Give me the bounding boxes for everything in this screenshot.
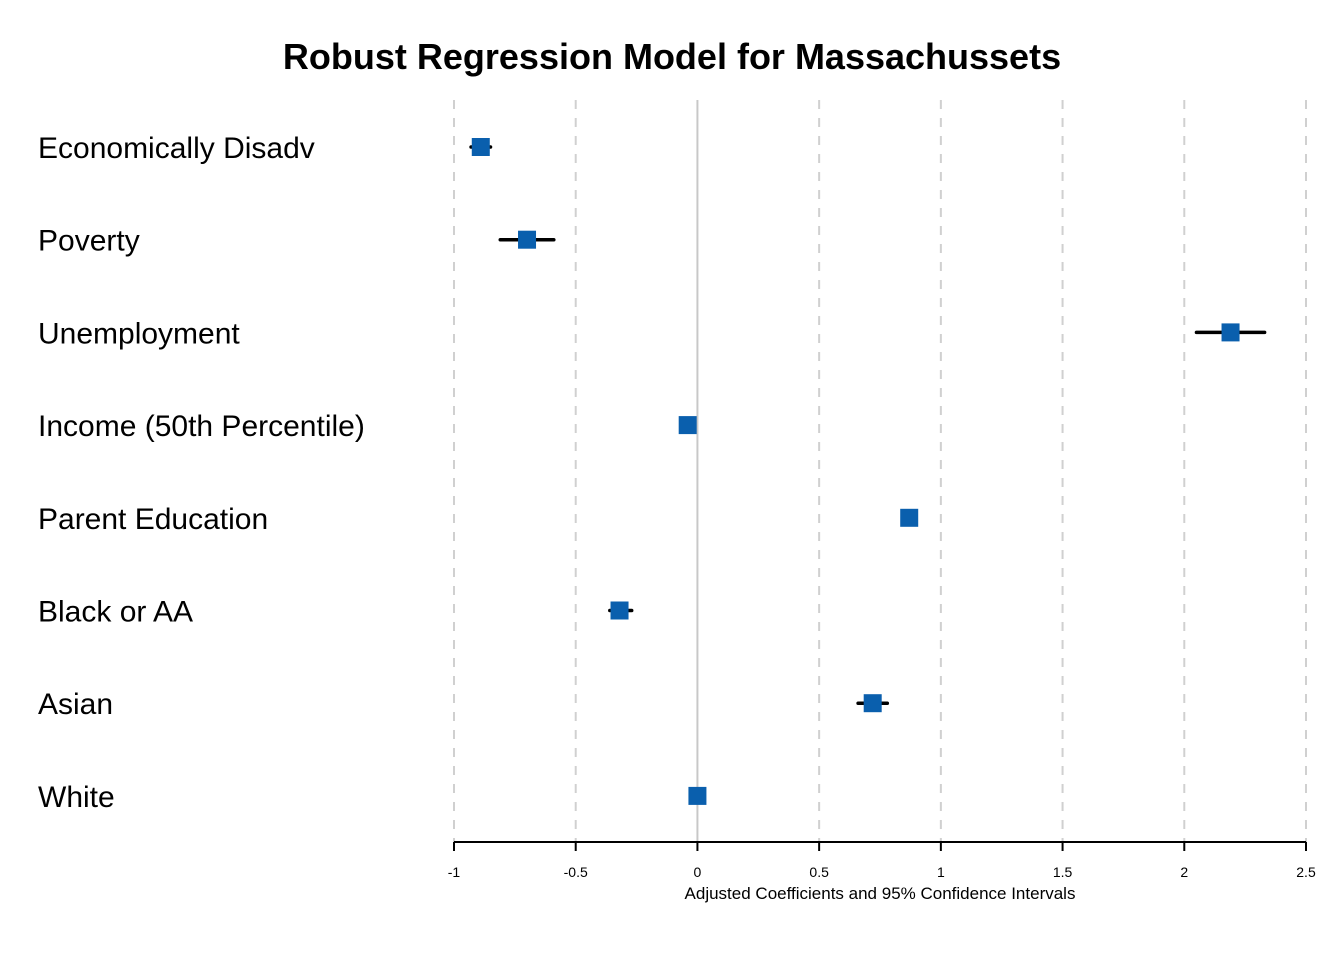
grid-lines: [453, 100, 1307, 842]
category-label: White: [38, 781, 115, 814]
point-estimate: [1221, 323, 1240, 342]
chart-title: Robust Regression Model for Massachusset…: [282, 36, 1062, 77]
category-labels: Economically Disadv Poverty Unemployment In…: [38, 132, 365, 814]
category-label: Asian: [38, 688, 113, 721]
x-tick-label: 2: [1180, 864, 1188, 880]
category-label: Income (50th Percentile): [38, 410, 365, 443]
x-axis-label: Adjusted Coefficients and 95% Confidence…: [685, 884, 1076, 903]
category-label: Unemployment: [38, 317, 240, 350]
point-estimate: [471, 138, 490, 156]
point-estimate: [610, 601, 629, 620]
coefficient-marks: [469, 138, 1267, 805]
x-axis: -1 -0.5 0 0.5 1 1.5 2 2.5: [448, 841, 1316, 880]
category-label: Parent Education: [38, 503, 268, 536]
category-label: Poverty: [38, 225, 140, 258]
x-tick-label: -0.5: [564, 864, 588, 880]
point-estimate: [678, 416, 697, 435]
x-tick-label: 1.5: [1053, 864, 1073, 880]
point-estimate: [688, 786, 707, 805]
x-tick-label: -1: [448, 864, 461, 880]
point-estimate: [518, 230, 537, 249]
x-tick-label: 1: [937, 864, 945, 880]
x-tick-label: 2.5: [1296, 864, 1316, 880]
category-label: Black or AA: [38, 596, 193, 629]
point-estimate: [863, 694, 882, 713]
point-estimate: [900, 508, 919, 527]
x-tick-label: 0.5: [809, 864, 829, 880]
category-label: Economically Disadv: [38, 132, 315, 165]
x-tick-label: 0: [694, 864, 702, 880]
